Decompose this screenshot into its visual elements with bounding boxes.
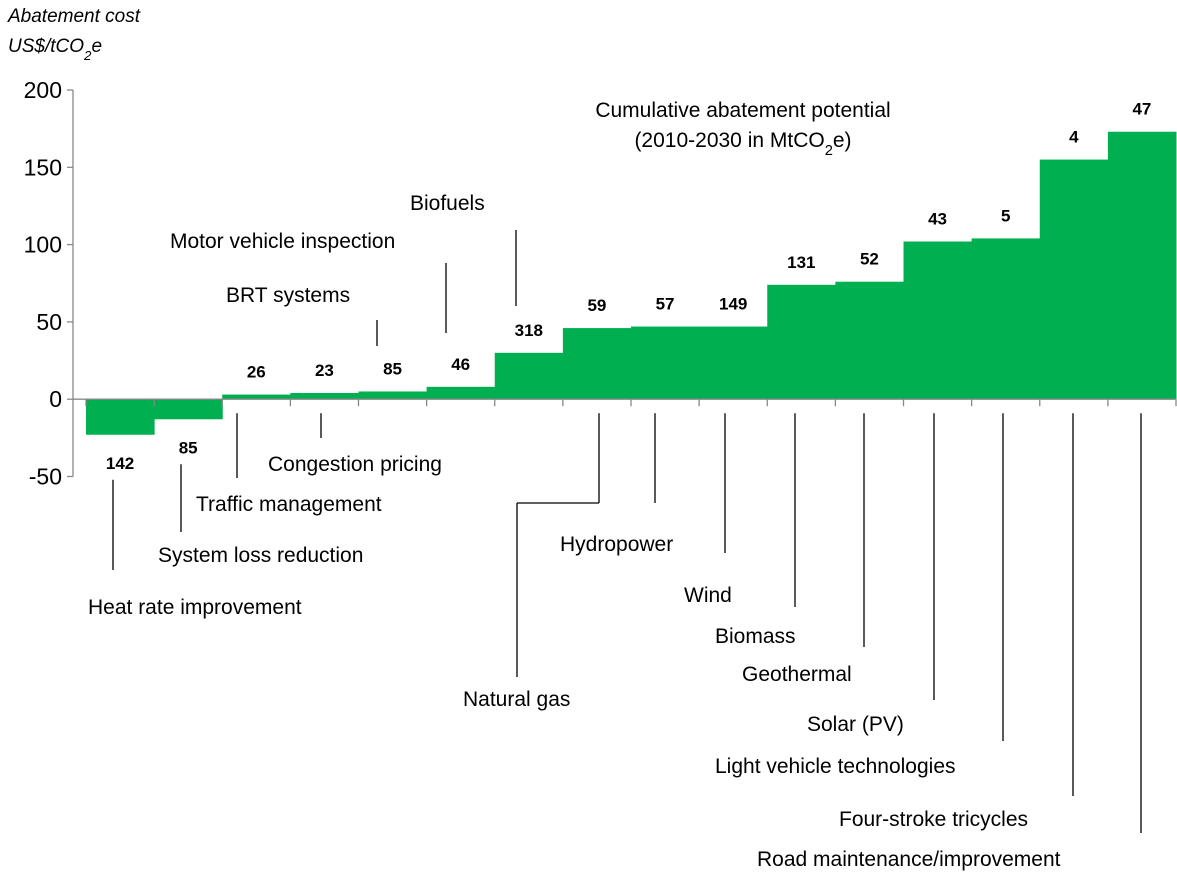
bar <box>699 326 768 400</box>
category-label: Four-stroke tricycles <box>839 808 1028 831</box>
potential-label: 131 <box>787 253 815 272</box>
potential-label: 57 <box>656 295 675 314</box>
potential-label: 59 <box>587 296 606 315</box>
bar <box>835 281 904 400</box>
potential-label: 47 <box>1132 100 1151 119</box>
bar <box>1039 159 1109 400</box>
potential-label: 46 <box>451 355 470 374</box>
y-tick-label: -50 <box>29 464 62 490</box>
y-tick-label: 100 <box>24 232 62 258</box>
y-tick-label: 50 <box>36 309 62 335</box>
bar <box>222 394 291 400</box>
potential-label: 149 <box>719 295 747 314</box>
bar <box>290 393 359 400</box>
potential-label: 5 <box>1001 206 1010 225</box>
y-axis-title: Abatement cost <box>7 6 141 27</box>
annotation: Cumulative abatement potential <box>595 99 890 122</box>
potential-label: 85 <box>383 359 402 378</box>
potential-label: 52 <box>860 250 879 269</box>
category-label: Wind <box>684 584 732 607</box>
category-label: Hydropower <box>560 533 673 556</box>
bar <box>562 328 632 400</box>
category-label: Light vehicle technologies <box>715 755 956 778</box>
category-label: Road maintenance/improvement <box>757 848 1061 871</box>
y-tick-label: 200 <box>24 77 62 103</box>
potential-label: 26 <box>247 363 266 382</box>
bar <box>1107 131 1177 400</box>
category-label: Biofuels <box>410 192 485 215</box>
potential-label: 142 <box>106 454 134 473</box>
category-label: Natural gas <box>463 688 570 711</box>
category-label: Motor vehicle inspection <box>170 230 395 253</box>
potential-label: 318 <box>515 321 543 340</box>
y-axis-title: US$/tCO2e <box>8 36 102 63</box>
bar <box>154 399 223 420</box>
bar <box>426 386 496 400</box>
bar <box>971 238 1041 400</box>
category-label: Solar (PV) <box>807 713 904 736</box>
potential-label: 4 <box>1069 128 1079 147</box>
potential-label: 23 <box>315 361 334 380</box>
y-tick-label: 150 <box>24 154 62 180</box>
category-label: BRT systems <box>226 284 350 307</box>
category-label: Congestion pricing <box>268 453 442 476</box>
category-label: Traffic management <box>196 493 382 516</box>
bar <box>767 284 836 400</box>
category-label: Geothermal <box>742 663 852 686</box>
bar <box>86 399 155 435</box>
category-label: System loss reduction <box>158 544 363 567</box>
category-label: Biomass <box>715 625 796 648</box>
bar <box>631 326 700 400</box>
potential-label: 43 <box>928 210 947 229</box>
annotation: (2010-2030 in MtCO2e) <box>634 129 851 159</box>
bar <box>494 352 564 400</box>
potential-label: 85 <box>179 438 198 457</box>
category-label: Heat rate improvement <box>88 596 302 619</box>
y-tick-label: 0 <box>49 386 62 412</box>
bar <box>358 391 428 400</box>
bar <box>903 241 973 400</box>
